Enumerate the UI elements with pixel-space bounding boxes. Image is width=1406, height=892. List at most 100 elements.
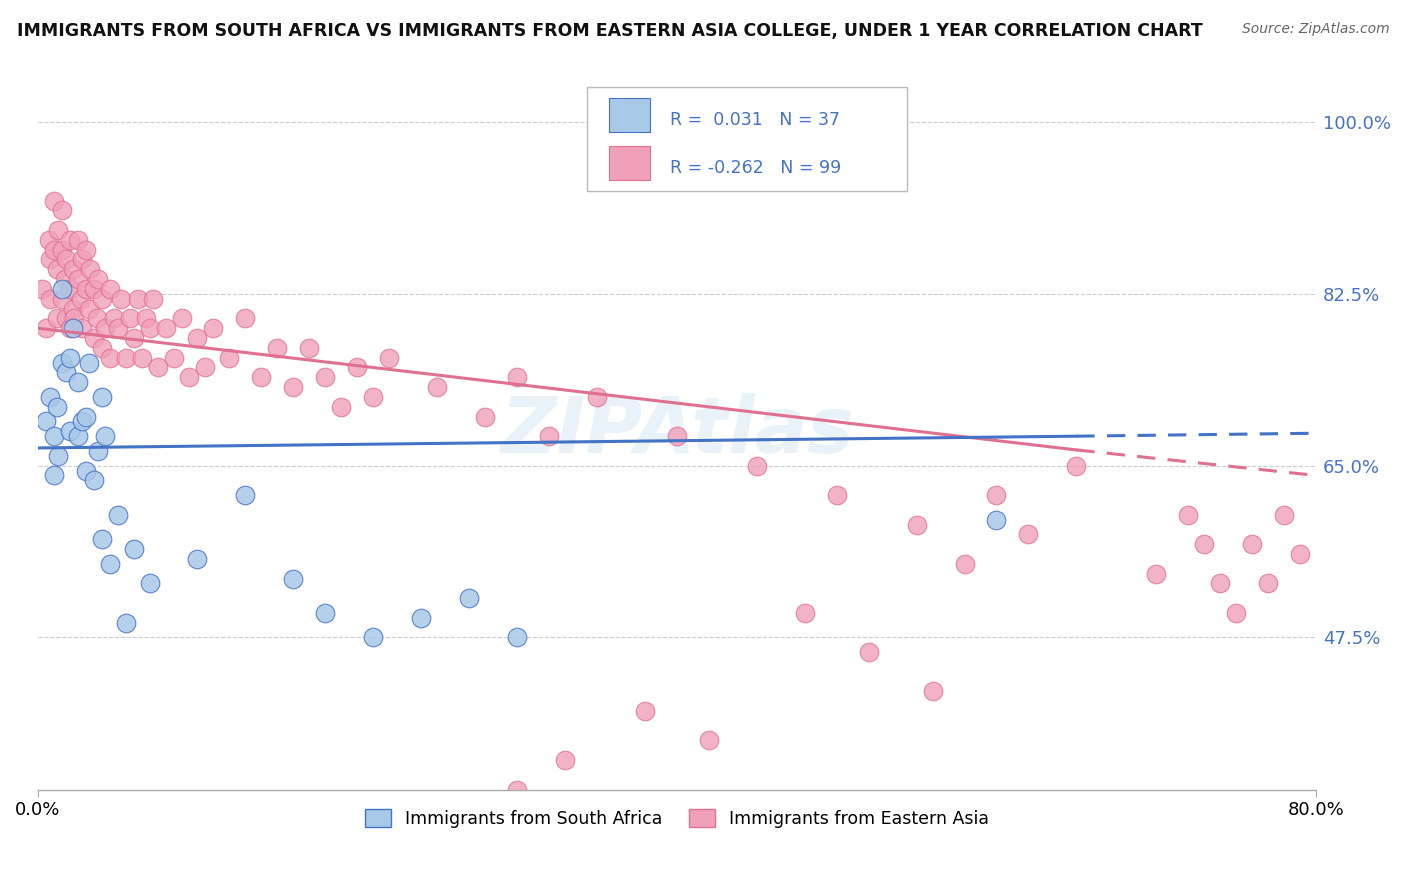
Text: R = -0.262   N = 99: R = -0.262 N = 99 (671, 160, 842, 178)
Point (142, 292, 165, 306)
Point (554, 753, 576, 767)
Point (66, 429, 89, 443)
Point (72, 252, 94, 267)
Point (1289, 547, 1312, 561)
Point (1241, 537, 1264, 551)
Point (59, 321, 82, 335)
Point (298, 341, 321, 355)
Point (48, 449, 70, 463)
Point (162, 351, 184, 365)
Point (474, 409, 496, 424)
Point (114, 351, 136, 365)
Point (1272, 508, 1295, 522)
Point (1192, 537, 1215, 551)
Point (72, 321, 94, 335)
Point (38, 233, 60, 247)
Point (127, 292, 149, 306)
Point (86, 311, 108, 326)
Point (90, 341, 112, 355)
Point (83, 474, 105, 488)
Point (135, 311, 157, 326)
Point (55, 252, 77, 267)
Point (75, 282, 97, 296)
Point (361, 390, 384, 404)
Point (79, 262, 101, 277)
Legend: Immigrants from South Africa, Immigrants from Eastern Asia: Immigrants from South Africa, Immigrants… (359, 802, 995, 835)
Point (39, 292, 62, 306)
Point (53, 272, 76, 286)
Point (986, 513, 1008, 527)
Point (63, 311, 86, 326)
Point (202, 321, 225, 335)
Point (42, 468, 65, 483)
Point (98, 282, 121, 296)
Point (905, 517, 928, 532)
Point (83, 282, 105, 296)
Point (1017, 527, 1039, 541)
Point (218, 351, 240, 365)
Point (235, 311, 257, 326)
Point (90, 533, 112, 547)
Point (634, 704, 657, 718)
Point (186, 331, 208, 345)
Point (114, 615, 136, 630)
Point (59, 424, 82, 438)
Point (45, 262, 67, 277)
Point (506, 782, 529, 797)
Point (186, 552, 208, 566)
Point (122, 331, 145, 345)
Point (51, 243, 73, 257)
Point (87, 272, 110, 286)
Point (59, 233, 82, 247)
Point (107, 508, 129, 522)
Point (537, 429, 560, 443)
Point (1225, 606, 1247, 620)
Point (506, 370, 529, 384)
Point (87, 444, 110, 458)
Point (62, 262, 84, 277)
Point (77, 355, 100, 369)
Bar (609, 97, 650, 132)
Point (77, 301, 100, 316)
Point (110, 292, 132, 306)
Point (170, 311, 193, 326)
Point (665, 429, 688, 443)
Point (83, 331, 105, 345)
Text: IMMIGRANTS FROM SOUTH AFRICA VS IMMIGRANTS FROM EASTERN ASIA COLLEGE, UNDER 1 YE: IMMIGRANTS FROM SOUTH AFRICA VS IMMIGRAN… (17, 22, 1202, 40)
Point (411, 611, 433, 625)
Point (120, 311, 142, 326)
Point (825, 488, 848, 502)
Point (45, 311, 67, 326)
Point (98, 557, 121, 571)
FancyBboxPatch shape (588, 87, 907, 191)
Point (48, 223, 70, 237)
Point (90, 292, 112, 306)
Point (51, 292, 73, 306)
Point (75, 409, 97, 424)
Point (179, 370, 201, 384)
Point (98, 351, 121, 365)
Point (42, 243, 65, 257)
Point (55, 365, 77, 379)
Point (1144, 566, 1167, 581)
Point (194, 360, 217, 375)
Point (138, 321, 160, 335)
Point (62, 321, 84, 335)
Point (283, 380, 305, 394)
Point (45, 400, 67, 414)
Point (75, 243, 97, 257)
Point (31, 282, 53, 296)
Point (953, 557, 976, 571)
Point (283, 572, 305, 586)
Point (314, 606, 336, 620)
Point (1209, 576, 1232, 591)
Point (745, 458, 768, 473)
Point (103, 311, 125, 326)
Point (314, 370, 336, 384)
Point (51, 203, 73, 218)
Point (1257, 576, 1279, 591)
Point (90, 390, 112, 404)
Point (55, 311, 77, 326)
Point (59, 351, 82, 365)
Point (122, 542, 145, 557)
